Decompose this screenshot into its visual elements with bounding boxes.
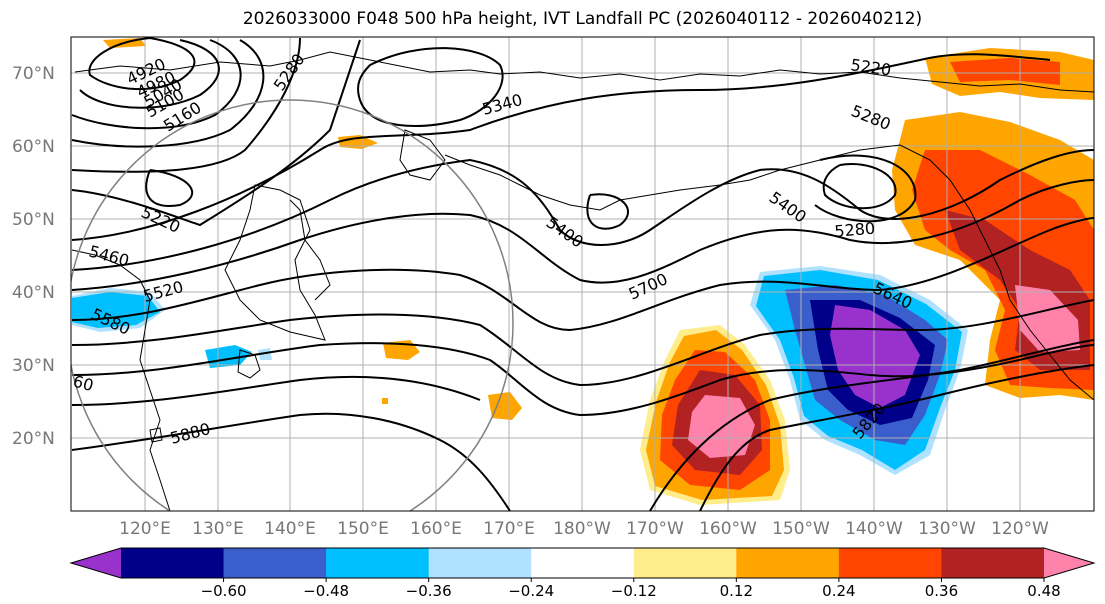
colorbar-tick-label: 0.12 (720, 582, 753, 600)
lon-label: 140°W (845, 519, 903, 539)
colorbar: −0.60 −0.48 −0.36 −0.24 −0.12 0.12 0.24 0.36 0.4… (69, 547, 1096, 600)
lat-label-60n: 60°N (12, 137, 55, 157)
lat-label-40n: 40°N (12, 283, 55, 303)
lon-label: 170°E (483, 519, 535, 539)
lon-label: 140°E (264, 519, 316, 539)
colorbar-bin (633, 548, 737, 578)
lon-label: 170°W (626, 519, 684, 539)
colorbar-outline (69, 547, 1096, 579)
colorbar-extend-min (71, 548, 121, 578)
longitude-labels: 120°E 130°E 140°E 150°E 160°E 170°E 180°… (119, 519, 1049, 539)
colorbar-bin (838, 548, 942, 578)
lon-label: 150°W (772, 519, 830, 539)
map-frame (70, 36, 1095, 512)
colorbar-bin (941, 548, 1045, 578)
colorbar-tick-label: 0.24 (822, 582, 855, 600)
colorbar-tick-label: 0.36 (925, 582, 958, 600)
ivt-shading-positive-central (103, 38, 790, 505)
colorbar-bin (223, 548, 327, 578)
ivt-shading-positive-northeast (892, 48, 1094, 400)
lat-label-20n: 20°N (12, 429, 55, 449)
coastlines (71, 51, 1094, 511)
colorbar-segments (69, 547, 1096, 579)
colorbar-ticks: −0.60 −0.48 −0.36 −0.24 −0.12 0.12 0.24 0.36 0.4… (201, 578, 1061, 600)
colorbar-bin (531, 548, 635, 578)
lat-label-30n: 30°N (12, 356, 55, 376)
colorbar-tick-label: 0.48 (1027, 582, 1060, 600)
colorbar-tick-label: −0.60 (201, 582, 247, 600)
lat-label-70n: 70°N (12, 64, 55, 84)
map-title: 2026033000 F048 500 hPa height, IVT Land… (242, 9, 923, 29)
height-contours (71, 37, 1094, 511)
contour-label: 60 (71, 372, 96, 396)
lon-label: 130°W (918, 519, 976, 539)
colorbar-tick-label: −0.12 (611, 582, 657, 600)
colorbar-tick-label: −0.48 (303, 582, 349, 600)
contour-label: 5280 (834, 219, 876, 241)
lon-label: 150°E (337, 519, 389, 539)
colorbar-bin (428, 548, 532, 578)
lon-label: 130°E (192, 519, 244, 539)
latitude-labels: 70°N 60°N 50°N 40°N 30°N 20°N (12, 64, 55, 449)
lon-label: 120°W (991, 519, 1049, 539)
lat-label-50n: 50°N (12, 210, 55, 230)
lon-label: 120°E (119, 519, 171, 539)
colorbar-extend-max (1044, 548, 1094, 578)
colorbar-tick-label: −0.36 (406, 582, 452, 600)
graticule (71, 37, 1094, 511)
landfall-circle (71, 99, 514, 511)
lon-label: 160°E (410, 519, 462, 539)
lon-label: 180°W (553, 519, 611, 539)
lon-label: 160°W (699, 519, 757, 539)
map-panel: 4920 4980 5040 5100 5160 5280 5220 5340 … (71, 37, 1094, 511)
colorbar-bin (736, 548, 840, 578)
colorbar-bin (326, 548, 430, 578)
colorbar-bin (121, 548, 225, 578)
colorbar-tick-label: −0.24 (508, 582, 554, 600)
